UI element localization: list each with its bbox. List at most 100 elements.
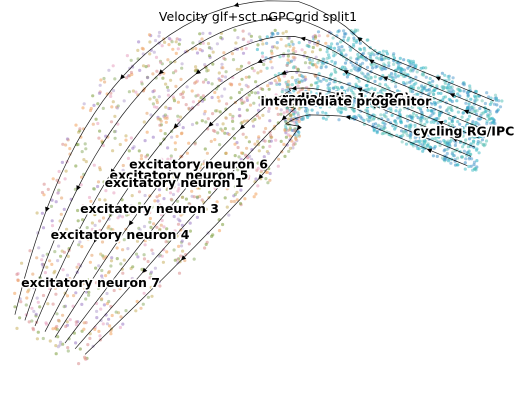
cell-point — [327, 53, 331, 57]
cell-point — [66, 349, 70, 353]
cell-point — [270, 45, 275, 49]
streamline-arrow — [412, 132, 418, 137]
cell-point — [27, 320, 31, 324]
cell-point — [473, 98, 477, 103]
streamline — [34, 36, 487, 327]
cell-point — [294, 81, 298, 85]
cell-point — [64, 143, 68, 147]
cell-point — [447, 97, 451, 101]
cell-point — [115, 106, 120, 110]
cell-point — [225, 187, 229, 191]
cell-point — [300, 48, 304, 52]
cell-point — [370, 86, 374, 90]
cell-point — [109, 304, 113, 309]
cell-point — [409, 123, 413, 127]
cell-point — [463, 161, 467, 165]
cell-point — [268, 171, 272, 176]
cell-point — [406, 133, 410, 137]
cell-point — [236, 145, 240, 150]
cell-point — [241, 29, 245, 33]
cell-point — [111, 149, 115, 153]
cell-point — [160, 44, 164, 48]
cell-point — [124, 134, 128, 138]
cell-point — [153, 266, 157, 270]
cell-point — [464, 157, 468, 161]
cell-point — [153, 38, 158, 43]
cell-point — [371, 66, 375, 70]
cell-point — [286, 58, 290, 62]
cell-point — [473, 94, 477, 98]
cell-point — [352, 109, 356, 113]
cell-point — [54, 292, 58, 296]
cell-point — [198, 166, 202, 170]
cell-point — [267, 109, 271, 113]
cell-point — [257, 116, 262, 120]
cell-point — [249, 39, 253, 43]
cell-point — [360, 55, 364, 59]
cell-point — [142, 291, 146, 295]
cell-point — [389, 109, 393, 113]
cell-point — [286, 79, 290, 83]
cell-point — [118, 279, 122, 283]
cell-point — [194, 47, 198, 51]
cell-point — [57, 319, 61, 323]
cell-point — [332, 94, 336, 98]
streamline-arrow — [371, 104, 377, 109]
chart-title: Velocity glf+sct nGPCgrid split1 — [159, 9, 357, 24]
cell-point — [282, 94, 286, 98]
cell-point — [252, 166, 256, 170]
cell-point — [365, 76, 370, 80]
cell-point — [142, 224, 147, 229]
cell-point — [236, 36, 240, 40]
cell-point — [142, 253, 146, 257]
cell-point — [210, 82, 214, 86]
cell-point — [139, 306, 143, 310]
cell-point — [469, 97, 473, 101]
cell-point — [445, 151, 449, 156]
cell-point — [329, 73, 333, 77]
cluster-label: excitatory neuron 1 — [105, 175, 244, 190]
cell-point — [97, 136, 101, 140]
cell-point — [335, 89, 339, 94]
cell-point — [149, 270, 153, 274]
cell-point — [213, 90, 217, 95]
cell-point — [149, 225, 153, 229]
cell-point — [61, 142, 65, 146]
cell-point — [41, 336, 45, 341]
cell-point — [278, 79, 282, 83]
cell-point — [243, 119, 247, 123]
cell-point — [156, 199, 160, 203]
cell-point — [209, 139, 213, 143]
cell-point — [179, 244, 184, 248]
cell-point — [174, 40, 178, 44]
cell-point — [171, 192, 176, 197]
cell-point — [446, 159, 451, 163]
cell-point — [378, 65, 382, 69]
cell-point — [428, 145, 433, 149]
cell-point — [436, 100, 440, 104]
cell-point — [408, 95, 412, 99]
cell-point — [318, 48, 322, 52]
cell-point — [123, 284, 127, 288]
cell-point — [344, 53, 348, 57]
cell-point — [67, 279, 71, 283]
cell-point — [80, 150, 84, 154]
cell-point — [247, 93, 251, 97]
cell-point — [393, 72, 397, 76]
cell-point — [379, 76, 383, 80]
cell-point — [203, 147, 207, 151]
cell-point — [237, 155, 241, 159]
cell-point — [411, 61, 415, 65]
cell-point — [367, 88, 371, 92]
cell-point — [311, 35, 315, 39]
cell-point — [145, 111, 149, 115]
cell-point — [427, 128, 431, 132]
cell-point — [176, 100, 180, 104]
cell-point — [380, 92, 384, 96]
cell-point — [262, 94, 266, 98]
cell-point — [333, 77, 337, 81]
cell-point — [146, 76, 150, 80]
cell-point — [278, 82, 282, 86]
cell-point — [167, 36, 171, 41]
cell-point — [43, 271, 48, 275]
